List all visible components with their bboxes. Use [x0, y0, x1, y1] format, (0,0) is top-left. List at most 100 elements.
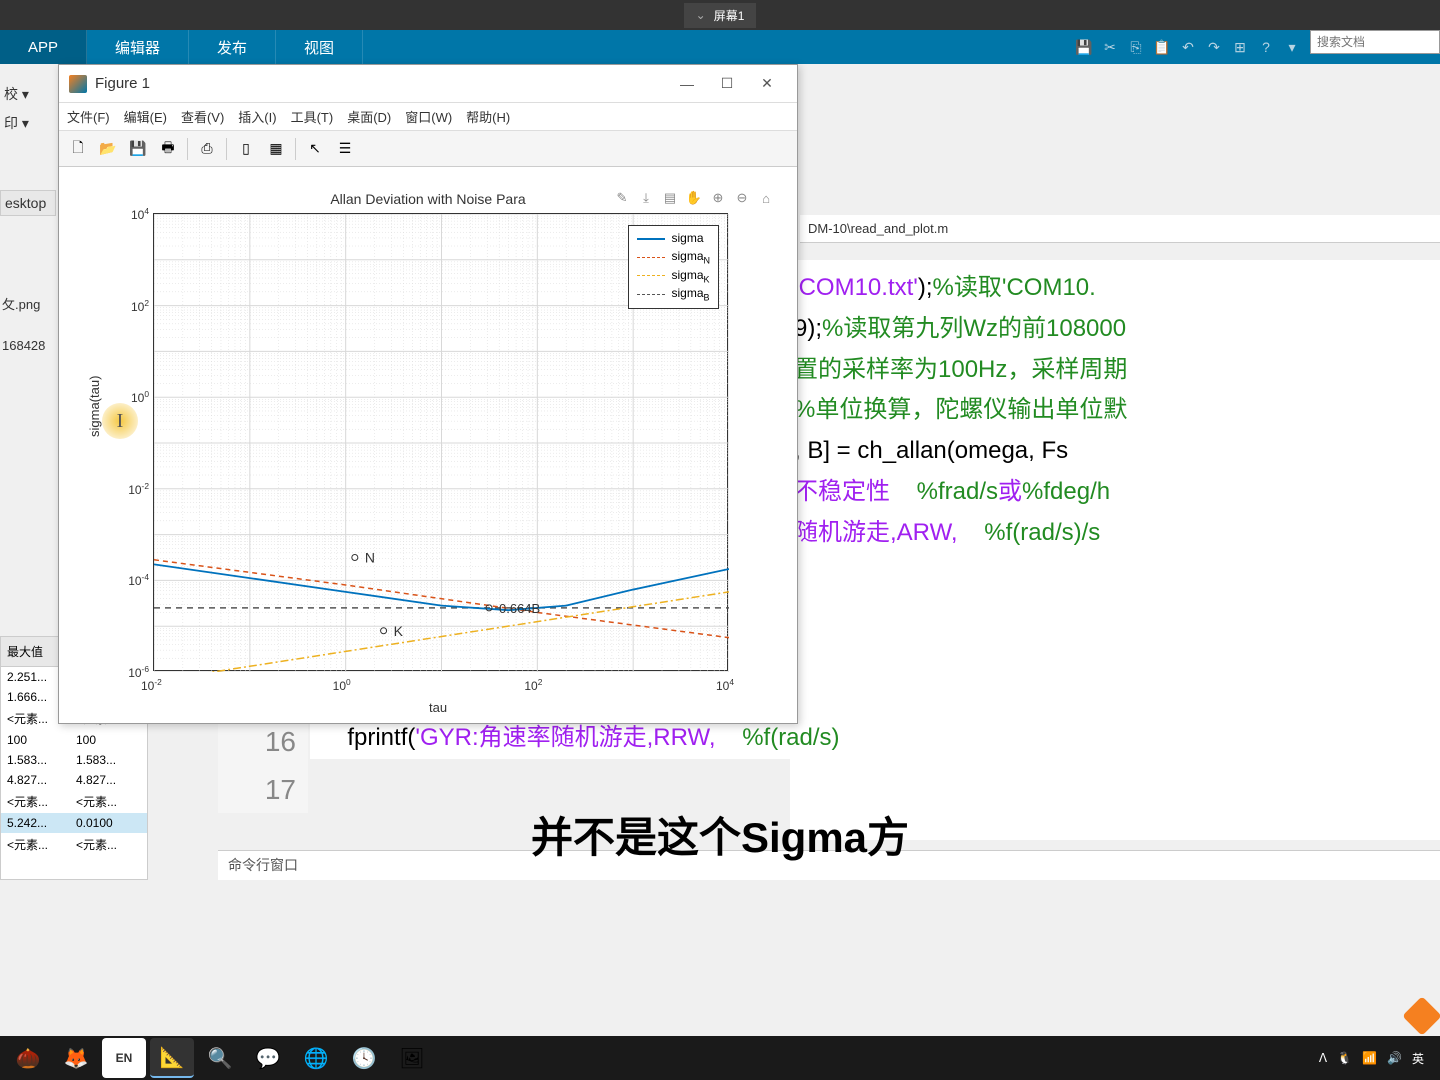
export-icon[interactable]: ⤓ [635, 187, 657, 209]
screen-tab[interactable]: ⌄ 屏幕1 [684, 3, 757, 28]
y-tick: 10-2 [109, 481, 149, 497]
wifi-icon[interactable]: 📶 [1362, 1051, 1377, 1065]
app-icon-1[interactable]: 🌰 [6, 1038, 50, 1078]
legend-item[interactable]: sigma [637, 230, 710, 248]
new-icon[interactable]: 🗋 [65, 136, 91, 162]
taskbar: 🌰 🦊 EN 📐 🔍 💬 🌐 🕓 🖼 ᐱ 🐧 📶 🔊 英 [0, 1036, 1440, 1080]
cut-icon[interactable]: ✂ [1100, 37, 1120, 57]
y-tick: 10-4 [109, 572, 149, 588]
axes-toolbar: ✎ ⤓ ▤ ✋ ⊕ ⊖ ⌂ [611, 187, 777, 209]
figure-menu-item[interactable]: 工具(T) [291, 107, 334, 126]
zoomout-icon[interactable]: ⊖ [731, 187, 753, 209]
minimize-button[interactable]: — [667, 69, 707, 99]
y-tick: 102 [109, 298, 149, 314]
svg-text:K: K [394, 623, 404, 639]
dock-icon[interactable]: ▯ [233, 136, 259, 162]
workspace-row[interactable]: 4.827...4.827... [1, 770, 147, 790]
ribbon-tab-app[interactable]: APP [0, 30, 87, 64]
layout-icon[interactable]: ▦ [263, 136, 289, 162]
left-item-0[interactable]: 校 ▾ [0, 80, 56, 109]
legend-item[interactable]: sigmaK [637, 267, 710, 285]
matlab-figure-icon [69, 75, 87, 93]
figure-menu-item[interactable]: 编辑(E) [124, 107, 167, 126]
edge-icon[interactable]: 🌐 [294, 1038, 338, 1078]
workspace-row[interactable]: 100100 [1, 730, 147, 750]
x-tick: 100 [333, 677, 351, 693]
code-editor-lower[interactable]: fprintf('GYR:角速率随机游走,RRW, %f(rad/s) [310, 718, 1440, 759]
code-gutter: 1617 [218, 718, 308, 813]
editor-file-path[interactable]: DM-10\read_and_plot.m [808, 221, 948, 236]
datatip-icon[interactable]: ▤ [659, 187, 681, 209]
save-icon[interactable]: 💾 [1074, 37, 1094, 57]
desktop-label: esktop [0, 190, 56, 216]
search-icon[interactable]: 🔍 [198, 1038, 242, 1078]
legend-item[interactable]: sigmaB [637, 285, 710, 303]
x-tick: 10-2 [141, 677, 162, 693]
os-titlebar: ⌄ 屏幕1 [0, 0, 1440, 30]
undo-icon[interactable]: ↶ [1178, 37, 1198, 57]
figure-menu-item[interactable]: 插入(I) [238, 107, 276, 126]
system-tray: ᐱ 🐧 📶 🔊 英 [1319, 1050, 1434, 1067]
figure-menu-item[interactable]: 帮助(H) [466, 107, 510, 126]
dropdown-icon[interactable]: ▾ [1282, 37, 1302, 57]
svg-text:0.664B: 0.664B [499, 601, 540, 616]
matlab-icon[interactable]: 📐 [150, 1038, 194, 1078]
save-icon[interactable]: 💾 [125, 136, 151, 162]
brush-icon[interactable]: ✎ [611, 187, 633, 209]
paste-icon[interactable]: 📋 [1152, 37, 1172, 57]
firefox-icon[interactable]: 🦊 [54, 1038, 98, 1078]
plot-area: Allan Deviation with Noise Para ✎ ⤓ ▤ ✋ … [59, 167, 797, 723]
workspace-row[interactable]: <元素...<元素... [1, 790, 147, 813]
x-tick: 102 [524, 677, 542, 693]
legend[interactable]: sigmasigmaNsigmaKsigmaB [628, 225, 719, 309]
zoomin-icon[interactable]: ⊕ [707, 187, 729, 209]
ribbon-tab-publish[interactable]: 发布 [189, 30, 276, 64]
screen-icon[interactable]: ⊞ [1230, 37, 1250, 57]
redo-icon[interactable]: ↷ [1204, 37, 1224, 57]
workspace-row[interactable]: 5.242...0.0100 [1, 813, 147, 833]
volume-icon[interactable]: 🔊 [1387, 1051, 1402, 1065]
matlab-ribbon: APP 编辑器 发布 视图 💾 ✂ ⎘ 📋 ↶ ↷ ⊞ ? ▾ [0, 30, 1440, 64]
clock-icon[interactable]: 🕓 [342, 1038, 386, 1078]
svg-text:N: N [365, 550, 375, 566]
tray-qq-icon[interactable]: 🐧 [1337, 1051, 1352, 1065]
ime-label[interactable]: 英 [1412, 1050, 1424, 1067]
figure-toolbar: 🗋 📂 💾 🖶 ⎙ ▯ ▦ ↖ ☰ [59, 131, 797, 167]
export-icon[interactable]: ⎙ [194, 136, 220, 162]
cursor-highlight-icon: I [102, 403, 138, 439]
search-input[interactable] [1310, 30, 1440, 54]
workspace-row[interactable]: <元素...<元素... [1, 833, 147, 856]
help-icon[interactable]: ? [1256, 37, 1276, 57]
ribbon-quick-icons: 💾 ✂ ⎘ 📋 ↶ ↷ ⊞ ? ▾ [1066, 30, 1310, 64]
app-icon-en[interactable]: EN [102, 1038, 146, 1078]
x-axis-label: tau [429, 700, 447, 715]
workspace-row[interactable]: 1.583...1.583... [1, 750, 147, 770]
figure-menu-item[interactable]: 文件(F) [67, 107, 110, 126]
props-icon[interactable]: ☰ [332, 136, 358, 162]
ribbon-tab-editor[interactable]: 编辑器 [87, 30, 189, 64]
pointer-icon[interactable]: ↖ [302, 136, 328, 162]
figure-title: Figure 1 [95, 75, 667, 92]
y-axis-label: sigma(tau) [87, 376, 102, 437]
editor-tab-strip: DM-10\read_and_plot.m [800, 215, 1440, 243]
close-button[interactable]: ✕ [747, 69, 787, 99]
figure-menu-item[interactable]: 桌面(D) [347, 107, 391, 126]
legend-item[interactable]: sigmaN [637, 248, 710, 266]
file-item-num[interactable]: 168428 [0, 336, 47, 355]
photos-icon[interactable]: 🖼 [390, 1038, 434, 1078]
pan-icon[interactable]: ✋ [683, 187, 705, 209]
open-icon[interactable]: 📂 [95, 136, 121, 162]
file-item-png[interactable]: 攵.png [0, 292, 42, 315]
wechat-icon[interactable]: 💬 [246, 1038, 290, 1078]
left-item-1[interactable]: 印 ▾ [0, 109, 56, 138]
figure-menu-item[interactable]: 查看(V) [181, 107, 224, 126]
copy-icon[interactable]: ⎘ [1126, 37, 1146, 57]
figure-titlebar[interactable]: Figure 1 — ☐ ✕ [59, 65, 797, 103]
print-icon[interactable]: 🖶 [155, 136, 181, 162]
ribbon-tab-view[interactable]: 视图 [276, 30, 363, 64]
notification-badge-icon[interactable] [1402, 996, 1440, 1036]
figure-menu-item[interactable]: 窗口(W) [405, 107, 452, 126]
maximize-button[interactable]: ☐ [707, 69, 747, 99]
home-icon[interactable]: ⌂ [755, 187, 777, 209]
tray-up-icon[interactable]: ᐱ [1319, 1051, 1327, 1065]
